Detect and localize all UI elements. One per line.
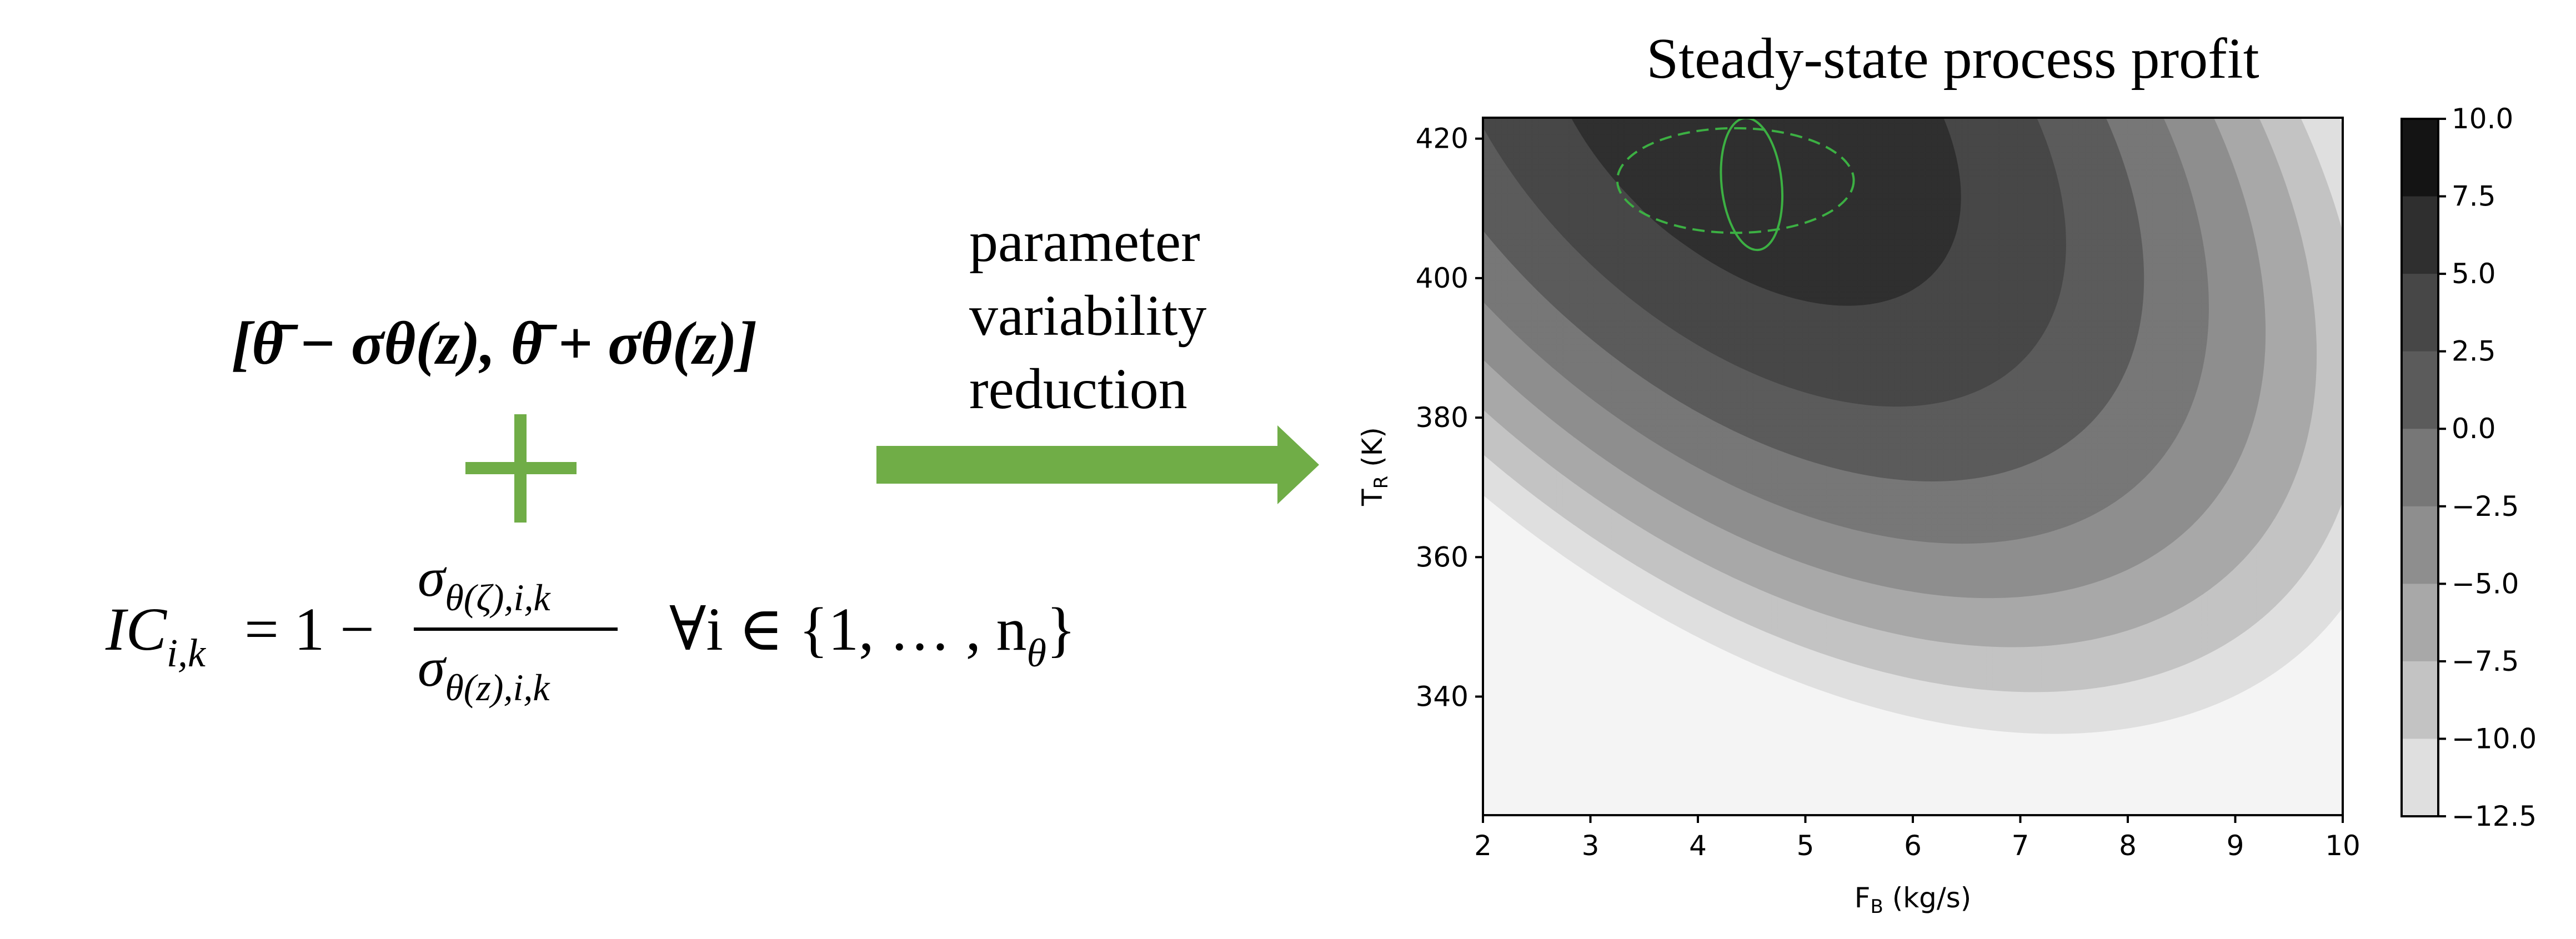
- colorbar-tick-label: −2.5: [2452, 490, 2519, 523]
- colorbar-tick-label: 0.0: [2452, 413, 2496, 445]
- right-arrow-icon: [876, 425, 1319, 504]
- arrow-group: parameter variability reduction: [876, 210, 1319, 504]
- y-tick-label: 420: [1416, 123, 1469, 155]
- colorbar-ticks: 10.0 7.5 5.0 2.5 0.0 −2.5 −5.0 −7.5 −10.0 −12.5: [2438, 103, 2537, 832]
- chart-title: Steady-state process profit: [1646, 27, 2259, 91]
- y-tick-label: 340: [1416, 680, 1469, 712]
- x-tick-label: 9: [2227, 830, 2244, 862]
- arrow-label-line-2: variability: [969, 284, 1206, 348]
- colorbar-tick-label: 7.5: [2452, 180, 2496, 213]
- colorbar-tick-label: 2.5: [2452, 335, 2496, 368]
- y-axis-ticks: 340 360 380 400 420: [1416, 123, 1483, 713]
- contour-fill-region: [1483, 118, 2343, 815]
- arrow-label-line-3: reduction: [969, 357, 1187, 421]
- colorbar-tick-label: −10.0: [2452, 722, 2537, 755]
- colorbar-band: [2402, 119, 2438, 197]
- x-axis-label: FB (kg/s): [1855, 882, 1972, 918]
- colorbar-tick-label: −12.5: [2452, 800, 2537, 832]
- colorbar-tick-label: −7.5: [2452, 645, 2519, 677]
- ic-lhs: ICi,k: [105, 595, 207, 675]
- interval-formula-text: [θ̄ − σθ(z), θ̄ + σθ(z)]: [232, 309, 758, 377]
- colorbar-tick-label: 10.0: [2452, 103, 2513, 135]
- colorbar-band: [2402, 506, 2438, 584]
- y-tick-label: 380: [1416, 401, 1469, 434]
- x-tick-label: 7: [2012, 830, 2029, 862]
- ic-quantifier: ∀i ∈ {1, … , nθ}: [669, 595, 1076, 675]
- ic-formula: ICi,k = 1 − σθ(ζ),i,k σθ(z),i,k ∀i ∈ {1,…: [105, 546, 1076, 709]
- y-axis-label: TR (K): [1356, 427, 1392, 506]
- colorbar-band: [2402, 429, 2438, 506]
- arrow-label-line-1: parameter: [969, 210, 1200, 274]
- colorbar-band: [2402, 274, 2438, 352]
- colorbar-band: [2402, 739, 2438, 816]
- ic-equals: = 1 −: [244, 595, 374, 663]
- ic-denominator: σθ(z),i,k: [418, 636, 550, 709]
- arrow-label: parameter variability reduction: [969, 210, 1206, 421]
- colorbar-band: [2402, 197, 2438, 274]
- colorbar-band: [2402, 352, 2438, 429]
- colorbar-band: [2402, 661, 2438, 739]
- ic-numerator: σθ(ζ),i,k: [418, 546, 551, 619]
- colorbar: [2402, 119, 2438, 817]
- x-tick-label: 5: [1797, 830, 1815, 862]
- colorbar-band: [2402, 584, 2438, 661]
- y-tick-label: 360: [1416, 541, 1469, 573]
- x-tick-label: 4: [1689, 830, 1707, 862]
- x-tick-label: 10: [2325, 830, 2361, 862]
- x-axis-ticks: 2 3 4 5 6 7 8 9 10: [1474, 815, 2361, 862]
- x-tick-label: 8: [2119, 830, 2137, 862]
- plus-vertical-bar: [514, 414, 527, 523]
- interval-formula: [θ̄ − σθ(z), θ̄ + σθ(z)]: [232, 309, 758, 377]
- x-tick-label: 3: [1582, 830, 1600, 862]
- x-tick-label: 6: [1904, 830, 1922, 862]
- contour-chart: Steady-state process profit 2 3 4 5 6 7 8 9 10 3…: [1356, 27, 2537, 918]
- y-tick-label: 400: [1416, 262, 1469, 294]
- colorbar-tick-label: 5.0: [2452, 258, 2496, 290]
- plus-sign: [465, 414, 577, 523]
- x-tick-label: 2: [1474, 830, 1492, 862]
- colorbar-tick-label: −5.0: [2452, 568, 2519, 600]
